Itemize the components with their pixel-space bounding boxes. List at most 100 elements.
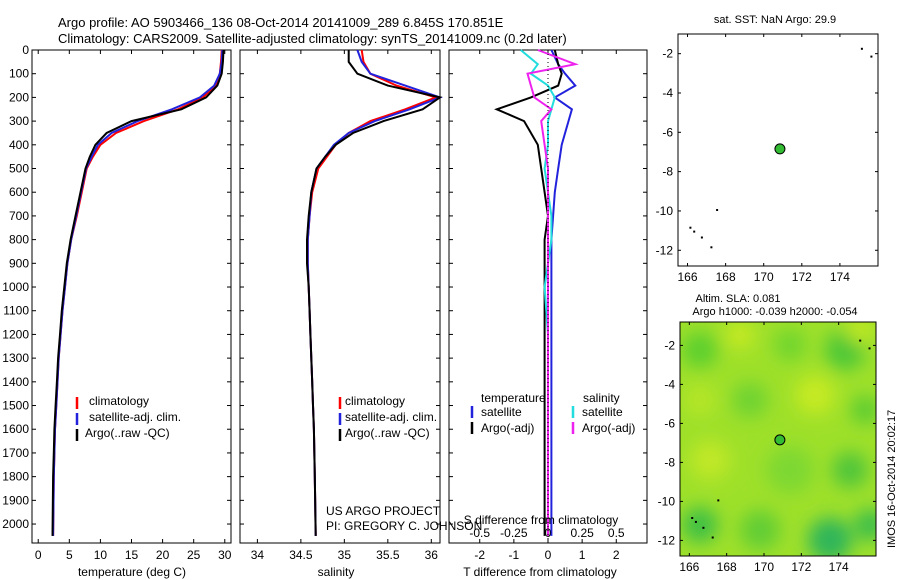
sla-map-title: Altim. SLA: 0.081 xyxy=(696,293,781,305)
island xyxy=(710,246,713,249)
y-tick-label: -8 xyxy=(664,455,675,469)
y-tick-label: 1200 xyxy=(2,327,29,341)
legend-s-argo-label: Argo(-adj) xyxy=(582,421,635,435)
island xyxy=(691,517,694,519)
y-tick-label: 700 xyxy=(9,209,29,223)
legend-t-argo-label: Argo(-adj) xyxy=(481,421,534,435)
temperature-legend: climatology satellite-adj. clim. Argo(..… xyxy=(75,394,181,441)
x-tick-label: 172 xyxy=(792,270,812,284)
series-line-t-satellite xyxy=(550,49,577,536)
y-tick-label: -12 xyxy=(658,533,676,547)
y-tick-label: 500 xyxy=(9,162,29,176)
y-tick-label: 300 xyxy=(9,114,29,128)
sst-map-plot: 166 168 170 172 174 -2 -4 -6 -8 -10 -12 xyxy=(656,34,878,284)
x-tick-label: 10 xyxy=(94,548,108,562)
t-difference-xlabel: T difference from climatology xyxy=(463,565,617,579)
s-tick-label: -0.5 xyxy=(469,526,490,540)
sst-map-title: sat. SST: NaN Argo: 29.9 xyxy=(714,14,836,26)
y-tick-label: 800 xyxy=(9,233,29,247)
y-tick-label: 900 xyxy=(9,256,29,270)
y-tick-label: 1500 xyxy=(2,399,29,413)
y-tick-label: -10 xyxy=(656,204,674,218)
difference-temperature-legend: temperature satellite Argo(-adj) xyxy=(470,391,546,435)
y-tick-label: 2000 xyxy=(2,517,29,531)
series-line-climatology xyxy=(52,49,223,536)
island xyxy=(711,536,714,539)
x-tick-label: 166 xyxy=(678,270,698,284)
legend-climatology-label: climatology xyxy=(345,394,405,408)
y-tick-label: -2 xyxy=(664,338,675,352)
series-line-t-argo xyxy=(494,49,563,536)
legend-satellite-label: satellite-adj. clim. xyxy=(345,410,437,424)
x-tick-label: 35.5 xyxy=(376,548,400,562)
salinity-panel xyxy=(239,49,441,544)
y-tick-label: -4 xyxy=(664,377,675,391)
y-tick-label: 1300 xyxy=(2,351,29,365)
s-tick-label: 0 xyxy=(545,526,552,540)
s-tick-label: 0.25 xyxy=(570,526,594,540)
island xyxy=(700,236,703,239)
temperature-xlabel: temperature (deg C) xyxy=(78,565,186,579)
legend-argo-label: Argo(..raw -QC) xyxy=(345,426,430,440)
x-tick-label: 15 xyxy=(125,548,139,562)
sla-map-frame xyxy=(679,321,877,557)
x-tick-label: 2 xyxy=(613,548,620,562)
x-tick-label: 170 xyxy=(754,270,774,284)
imos-timestamp: IMOS 16-Oct-2014 20:02:17 xyxy=(886,410,898,548)
x-tick-label: 36 xyxy=(425,548,439,562)
argo-float-marker xyxy=(774,143,786,155)
x-tick-label: -2 xyxy=(474,548,485,562)
legend-t-satellite-label: satellite xyxy=(481,405,522,419)
x-tick-label: 30 xyxy=(218,548,232,562)
y-tick-label: -10 xyxy=(658,494,676,508)
island xyxy=(859,339,862,342)
island xyxy=(702,526,705,529)
y-tick-label: 600 xyxy=(9,185,29,199)
y-tick-label: 400 xyxy=(9,138,29,152)
legend-s-satellite-label: satellite xyxy=(582,405,623,419)
y-tick-label: 1600 xyxy=(2,422,29,436)
x-tick-label: 172 xyxy=(791,560,811,574)
header-title: Argo profile: AO 5903466_136 08-Oct-2014… xyxy=(58,15,504,30)
salinity-legend: climatology satellite-adj. clim. Argo(..… xyxy=(338,394,437,441)
y-tick-label: 100 xyxy=(9,67,29,81)
sla-map-plot: 166 168 170 172 174 -2 -4 -6 -8 -10 -12 xyxy=(658,322,876,574)
legend-salinity-title: salinity xyxy=(583,391,620,405)
island xyxy=(694,520,697,523)
x-tick-label: 34 xyxy=(251,548,265,562)
salinity-plot: 34 34.5 35 35.5 36 xyxy=(240,49,443,562)
x-tick-label: 170 xyxy=(754,560,774,574)
y-tick-label: 1700 xyxy=(2,446,29,460)
y-tick-label: -12 xyxy=(656,243,674,257)
island xyxy=(860,47,863,50)
difference-plot: -2 -1 0 1 2 -0.5 -0.25 0 0.25 0.5 xyxy=(449,49,647,562)
x-tick-label: 0 xyxy=(35,548,42,562)
series-line-argo xyxy=(51,49,225,536)
series-line-s-argo xyxy=(526,49,579,536)
y-tick-label: -2 xyxy=(662,47,673,61)
legend-temperature-title: temperature xyxy=(481,391,546,405)
legend-climatology-label: climatology xyxy=(89,394,149,408)
y-tick-label: -8 xyxy=(662,165,673,179)
x-tick-label: 174 xyxy=(829,560,849,574)
y-tick-label: 1800 xyxy=(2,470,29,484)
x-tick-label: -1 xyxy=(509,548,520,562)
island xyxy=(717,499,720,502)
y-tick-label: 1100 xyxy=(3,304,29,318)
temperature-plot: 0100200300400500600700800900100011001200… xyxy=(2,43,231,562)
island xyxy=(868,347,871,350)
x-tick-label: 1 xyxy=(579,548,586,562)
s-tick-label: -0.25 xyxy=(500,526,528,540)
series-line-satellite xyxy=(306,49,443,536)
island xyxy=(870,55,873,58)
series-line-argo xyxy=(306,50,443,536)
y-tick-label: 1900 xyxy=(2,493,29,507)
s-tick-label: 0.5 xyxy=(608,526,625,540)
argo-float-marker xyxy=(774,434,786,446)
sla-heatmap-field xyxy=(682,322,876,556)
header-subtitle: Climatology: CARS2009. Satellite-adjuste… xyxy=(58,31,567,46)
pi-credit: PI: GREGORY C. JOHNSON xyxy=(326,519,482,533)
y-tick-label: 200 xyxy=(9,90,29,104)
x-tick-label: 168 xyxy=(717,560,737,574)
